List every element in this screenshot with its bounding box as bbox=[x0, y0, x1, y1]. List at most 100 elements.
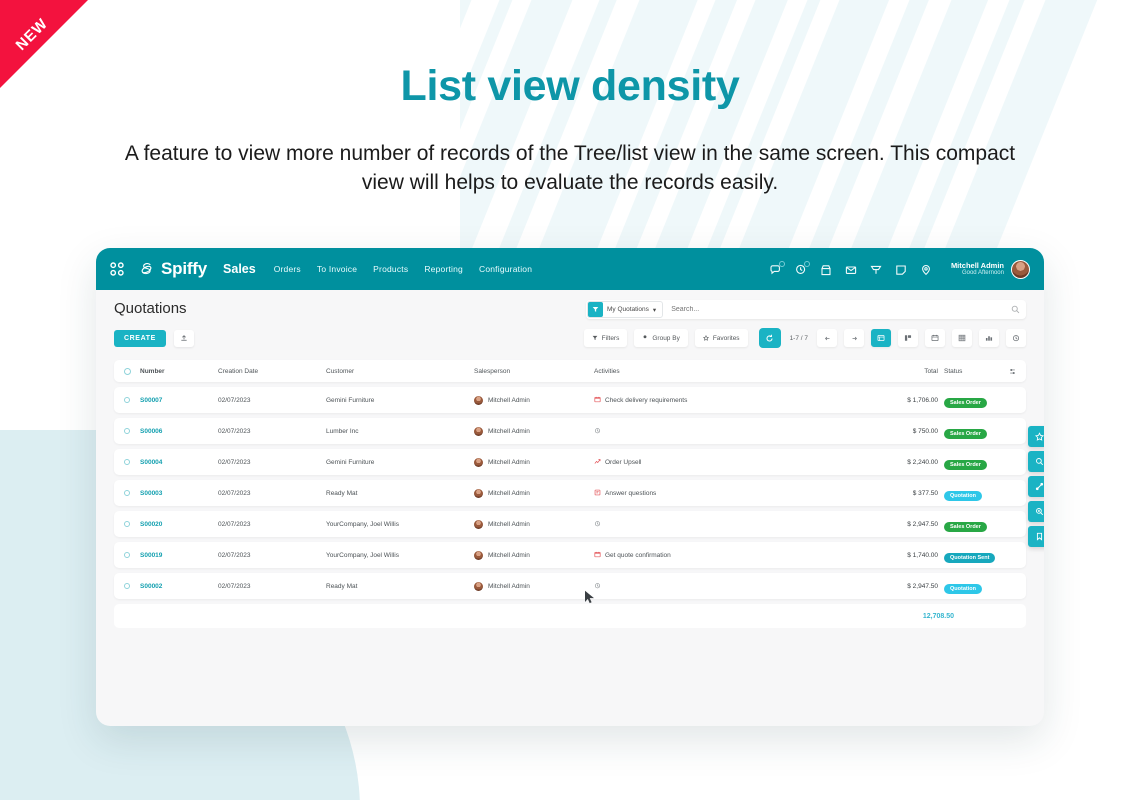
view-list-button[interactable] bbox=[871, 329, 891, 347]
menu-item-reporting[interactable]: Reporting bbox=[424, 264, 463, 274]
table-row[interactable]: S00003 02/07/2023 Ready Mat Mitchell Admin A… bbox=[114, 480, 1026, 506]
avatar bbox=[474, 581, 483, 591]
cell-total: $ 2,947.50 bbox=[907, 520, 938, 528]
cell-status: Quotation Sent bbox=[938, 546, 1000, 564]
expand-diagonal-icon bbox=[1035, 482, 1043, 491]
filters-label: Filters bbox=[601, 334, 620, 342]
table-row[interactable]: S00002 02/07/2023 Ready Mat Mitchell Admin $… bbox=[114, 573, 1026, 599]
cell-creation-date: 02/07/2023 bbox=[218, 458, 251, 466]
row-select-checkbox[interactable] bbox=[124, 521, 140, 527]
row-select-checkbox[interactable] bbox=[124, 490, 140, 496]
records-table: Number Creation Date Customer Salesperso… bbox=[114, 360, 1026, 628]
cell-number[interactable]: S00007 bbox=[140, 396, 163, 404]
view-activity-button[interactable] bbox=[1006, 329, 1026, 347]
filter-funnel-icon bbox=[592, 335, 598, 341]
side-button-expand[interactable] bbox=[1028, 476, 1044, 497]
refresh-button[interactable] bbox=[758, 328, 781, 348]
cell-creation-date: 02/07/2023 bbox=[218, 520, 251, 528]
view-graph-button[interactable] bbox=[979, 329, 999, 347]
cell-number[interactable]: S00006 bbox=[140, 427, 163, 435]
grid-apps-icon[interactable] bbox=[110, 262, 124, 276]
group-by-button[interactable]: Group By bbox=[634, 329, 688, 347]
view-tools: Filters Group By Favorites bbox=[583, 328, 1026, 348]
view-kanban-button[interactable] bbox=[898, 329, 918, 347]
cell-activities[interactable] bbox=[594, 520, 872, 529]
side-button-zoom-in[interactable] bbox=[1028, 501, 1044, 522]
cell-number[interactable]: S00002 bbox=[140, 582, 163, 590]
view-title: Quotations bbox=[114, 300, 187, 317]
cell-status: Sales Order bbox=[938, 391, 1000, 409]
table-footer-row: 12,708.50 bbox=[114, 604, 1026, 628]
cell-status: Sales Order bbox=[938, 515, 1000, 533]
row-select-checkbox[interactable] bbox=[124, 583, 140, 589]
cell-status: Sales Order bbox=[938, 453, 1000, 471]
table-row[interactable]: S00007 02/07/2023 Gemini Furniture Mitchell… bbox=[114, 387, 1026, 413]
row-select-checkbox[interactable] bbox=[124, 397, 140, 403]
shop-icon[interactable] bbox=[820, 263, 832, 276]
table-row[interactable]: S00020 02/07/2023 YourCompany, Joel Willis… bbox=[114, 511, 1026, 537]
side-button-bookmark[interactable] bbox=[1028, 526, 1044, 547]
row-select-checkbox[interactable] bbox=[124, 428, 140, 434]
mail-icon[interactable] bbox=[845, 263, 857, 275]
menu-item-orders[interactable]: Orders bbox=[273, 264, 301, 274]
avatar[interactable] bbox=[1011, 259, 1030, 279]
menu-item-to-invoice[interactable]: To Invoice bbox=[316, 264, 358, 274]
create-button[interactable]: CREATE bbox=[114, 329, 166, 347]
cell-activities[interactable]: Get quote confirmation bbox=[594, 551, 872, 560]
search-facet-my-quotations[interactable]: My Quotations ▾ bbox=[587, 301, 664, 318]
cell-activities[interactable] bbox=[594, 427, 872, 436]
cell-activities[interactable]: Answer questions bbox=[594, 489, 872, 498]
menu-item-configuration[interactable]: Configuration bbox=[478, 264, 533, 274]
search-input[interactable] bbox=[663, 306, 1011, 313]
view-calendar-button[interactable] bbox=[925, 329, 945, 347]
cell-total: $ 2,240.00 bbox=[907, 458, 938, 466]
brand-name: Spiffy bbox=[161, 259, 208, 278]
column-header-number[interactable]: Number bbox=[140, 367, 165, 375]
pager-next-button[interactable] bbox=[844, 329, 864, 347]
column-header-creation-date[interactable]: Creation Date bbox=[218, 367, 259, 375]
favorites-button[interactable]: Favorites bbox=[694, 329, 748, 347]
table-row[interactable]: S00019 02/07/2023 YourCompany, Joel Willis… bbox=[114, 542, 1026, 568]
row-select-checkbox[interactable] bbox=[124, 459, 140, 465]
column-options-icon[interactable] bbox=[1000, 368, 1016, 375]
cell-number[interactable]: S00020 bbox=[140, 520, 163, 528]
chevron-down-icon: ▾ bbox=[652, 306, 657, 314]
side-button-search[interactable] bbox=[1028, 451, 1044, 472]
cell-salesperson: Mitchell Admin bbox=[474, 519, 594, 529]
filters-button[interactable]: Filters bbox=[583, 329, 628, 347]
cell-activities[interactable]: Check delivery requirements bbox=[594, 396, 872, 405]
refresh-icon bbox=[766, 334, 773, 341]
column-header-customer[interactable]: Customer bbox=[326, 367, 355, 375]
messages-icon[interactable] bbox=[770, 261, 785, 275]
column-header-activities[interactable]: Activities bbox=[594, 367, 620, 375]
column-header-total[interactable]: Total bbox=[924, 367, 938, 375]
table-row[interactable]: S00004 02/07/2023 Gemini Furniture Mitchell… bbox=[114, 449, 1026, 475]
cell-number[interactable]: S00019 bbox=[140, 551, 163, 559]
menu-item-products[interactable]: Products bbox=[373, 264, 409, 274]
cell-total: $ 2,947.50 bbox=[907, 582, 938, 590]
activities-icon[interactable] bbox=[795, 261, 810, 275]
cell-activities[interactable]: Order Upsell bbox=[594, 458, 872, 467]
search-bar[interactable]: My Quotations ▾ bbox=[586, 300, 1026, 319]
cell-number[interactable]: S00003 bbox=[140, 489, 163, 497]
location-pin-icon[interactable] bbox=[920, 263, 932, 276]
app-window: Spiffy Sales Orders To Invoice Products … bbox=[96, 248, 1044, 726]
column-header-status[interactable]: Status bbox=[944, 367, 963, 375]
brand-logo[interactable]: Spiffy bbox=[138, 259, 207, 279]
table-row[interactable]: S00006 02/07/2023 Lumber Inc Mitchell Admin… bbox=[114, 418, 1026, 444]
app-bar-right: Mitchell Admin Good Afternoon bbox=[770, 259, 1030, 279]
note-icon[interactable] bbox=[895, 263, 907, 275]
cell-number[interactable]: S00004 bbox=[140, 458, 163, 466]
user-menu[interactable]: Mitchell Admin Good Afternoon bbox=[951, 259, 1030, 279]
select-all-circle-icon[interactable] bbox=[124, 367, 140, 375]
search-icon[interactable] bbox=[1011, 305, 1020, 314]
view-pivot-button[interactable] bbox=[952, 329, 972, 347]
pager-prev-button[interactable] bbox=[817, 329, 837, 347]
column-header-salesperson[interactable]: Salesperson bbox=[474, 367, 511, 375]
side-button-star[interactable] bbox=[1028, 426, 1044, 447]
cell-activities[interactable] bbox=[594, 582, 872, 591]
upload-button[interactable] bbox=[173, 329, 194, 347]
row-select-checkbox[interactable] bbox=[124, 552, 140, 558]
megaphone-icon[interactable] bbox=[870, 263, 882, 275]
cell-salesperson: Mitchell Admin bbox=[474, 426, 594, 436]
